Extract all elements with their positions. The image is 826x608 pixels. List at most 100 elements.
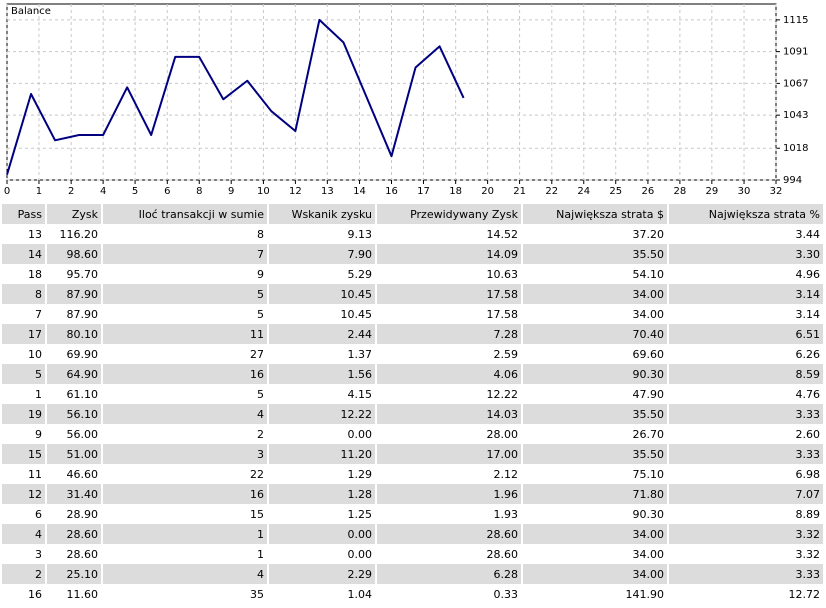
- table-cell: 1.29: [268, 464, 377, 484]
- x-tick-label: 24: [577, 186, 590, 197]
- table-cell: 90.30: [522, 364, 669, 384]
- header-row: Pass Zysk Iloć transakcji w sumie Wskanik z…: [2, 204, 825, 224]
- table-cell: 64.90: [46, 364, 103, 384]
- table-cell: 13: [2, 224, 47, 244]
- table-cell: 1.93: [376, 504, 523, 524]
- column-header: Przewidywany Zysk: [376, 204, 523, 224]
- table-cell: 37.20: [522, 224, 669, 244]
- table-cell: 3.32: [668, 524, 825, 544]
- table-cell: 9: [102, 264, 269, 284]
- table-cell: 15: [2, 444, 47, 464]
- table-cell: 9: [2, 424, 47, 444]
- table-cell: 17.58: [376, 304, 523, 324]
- table-cell: 2: [2, 564, 47, 584]
- table-cell: 7: [102, 244, 269, 264]
- table-cell: 28.90: [46, 504, 103, 524]
- x-tick-label: 14: [353, 186, 366, 197]
- table-cell: 0.33: [376, 584, 523, 604]
- table-cell: 18: [2, 264, 47, 284]
- table-cell: 25.10: [46, 564, 103, 584]
- table-cell: 75.10: [522, 464, 669, 484]
- table-cell: 7.28: [376, 324, 523, 344]
- x-tick-label: 17: [417, 186, 430, 197]
- balance-line: [6, 18, 465, 175]
- x-tick-label: 25: [609, 186, 622, 197]
- table-cell: 6: [2, 504, 47, 524]
- table-cell: 15: [102, 504, 269, 524]
- table-cell: 3.14: [668, 304, 825, 324]
- table-row: 14 98.60 7 7.90 14.09 35.50 3.30: [2, 244, 825, 264]
- x-tick-label: 28: [674, 186, 687, 197]
- table-cell: 7.90: [268, 244, 377, 264]
- x-tick-label: 8: [196, 186, 202, 197]
- table-cell: 22: [102, 464, 269, 484]
- table-row: 13 116.20 8 9.13 14.52 37.20 3.44: [2, 224, 825, 244]
- table-cell: 17.00: [376, 444, 523, 464]
- table-cell: 28.00: [376, 424, 523, 444]
- table-row: 7 87.90 5 10.45 17.58 34.00 3.14: [2, 304, 825, 324]
- table-cell: 14: [2, 244, 47, 264]
- x-tick-label: 6: [164, 186, 170, 197]
- table-cell: 3: [2, 544, 47, 564]
- table-row: 5 64.90 16 1.56 4.06 90.30 8.59: [2, 364, 825, 384]
- table-row: 15 51.00 3 11.20 17.00 35.50 3.33: [2, 444, 825, 464]
- table-cell: 3: [102, 444, 269, 464]
- table-cell: 5: [102, 284, 269, 304]
- table-cell: 54.10: [522, 264, 669, 284]
- table-cell: 70.40: [522, 324, 669, 344]
- table-cell: 4.15: [268, 384, 377, 404]
- x-tick-label: 22: [545, 186, 558, 197]
- table-cell: 3.30: [668, 244, 825, 264]
- table-cell: 4: [102, 564, 269, 584]
- table-row: 19 56.10 4 12.22 14.03 35.50 3.33: [2, 404, 825, 424]
- x-tick-label: 18: [449, 186, 462, 197]
- table-cell: 61.10: [46, 384, 103, 404]
- table-cell: 141.90: [522, 584, 669, 604]
- x-tick-label: 20: [481, 186, 494, 197]
- table-cell: 28.60: [46, 544, 103, 564]
- table-cell: 1.56: [268, 364, 377, 384]
- table-cell: 35: [102, 584, 269, 604]
- table-cell: 56.10: [46, 404, 103, 424]
- table-cell: 69.90: [46, 344, 103, 364]
- table-row: 10 69.90 27 1.37 2.59 69.60 6.26: [2, 344, 825, 364]
- table-row: 18 95.70 9 5.29 10.63 54.10 4.96: [2, 264, 825, 284]
- table-cell: 11: [2, 464, 47, 484]
- x-tick-label: 4: [100, 186, 106, 197]
- x-tick-label: 29: [705, 186, 718, 197]
- table-cell: 1.96: [376, 484, 523, 504]
- table-cell: 2.59: [376, 344, 523, 364]
- table-cell: 1.37: [268, 344, 377, 364]
- table-cell: 1.04: [268, 584, 377, 604]
- x-tick-label: 12: [289, 186, 302, 197]
- x-tick-label: 16: [385, 186, 398, 197]
- table-cell: 35.50: [522, 244, 669, 264]
- table-cell: 3.14: [668, 284, 825, 304]
- y-tick-label: 1018: [783, 143, 808, 154]
- table-cell: 90.30: [522, 504, 669, 524]
- table-cell: 17: [2, 324, 47, 344]
- table-cell: 12: [2, 484, 47, 504]
- table-row: 17 80.10 11 2.44 7.28 70.40 6.51: [2, 324, 825, 344]
- column-header: Iloć transakcji w sumie: [102, 204, 269, 224]
- column-header: Pass: [2, 204, 47, 224]
- y-tick-label: 1067: [783, 78, 808, 89]
- table-cell: 6.98: [668, 464, 825, 484]
- table-cell: 34.00: [522, 564, 669, 584]
- table-row: 12 31.40 16 1.28 1.96 71.80 7.07: [2, 484, 825, 504]
- table-row: 16 11.60 35 1.04 0.33 141.90 12.72: [2, 584, 825, 604]
- table-cell: 2.60: [668, 424, 825, 444]
- column-header: Wskanik zysku: [268, 204, 377, 224]
- table-cell: 35.50: [522, 404, 669, 424]
- table-cell: 95.70: [46, 264, 103, 284]
- table-cell: 12.72: [668, 584, 825, 604]
- table-cell: 11: [102, 324, 269, 344]
- table-cell: 3.33: [668, 404, 825, 424]
- table-cell: 8.59: [668, 364, 825, 384]
- table-cell: 7.07: [668, 484, 825, 504]
- table-cell: 71.80: [522, 484, 669, 504]
- table-cell: 10.63: [376, 264, 523, 284]
- y-tick-label: 1043: [783, 110, 808, 121]
- table-cell: 51.00: [46, 444, 103, 464]
- table-cell: 47.90: [522, 384, 669, 404]
